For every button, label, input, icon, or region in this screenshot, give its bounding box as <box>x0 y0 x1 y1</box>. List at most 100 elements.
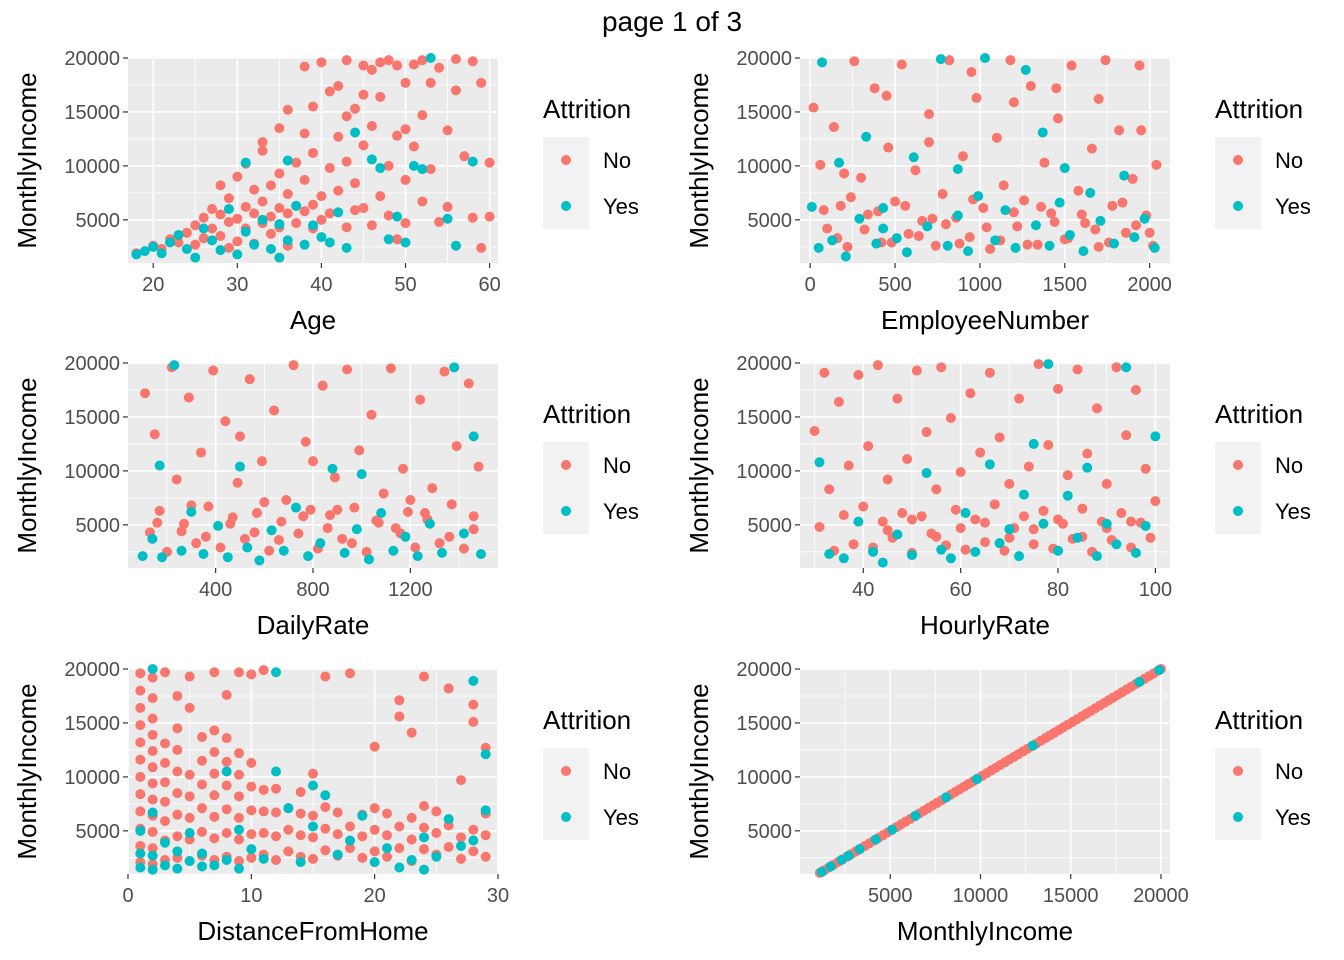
point-no <box>446 499 457 510</box>
point-no <box>417 196 428 207</box>
point-no <box>1038 505 1049 516</box>
point-yes <box>190 252 201 263</box>
point-no <box>1093 241 1104 252</box>
legend-key-yes <box>1233 812 1243 822</box>
point-no <box>450 85 461 96</box>
x-tick-label: 10000 <box>953 885 1009 907</box>
point-no <box>369 846 380 857</box>
point-no <box>1151 159 1162 170</box>
point-no <box>147 713 158 724</box>
point-no <box>444 531 455 542</box>
x-tick-label: 60 <box>478 274 500 296</box>
point-no <box>316 214 327 225</box>
point-no <box>971 92 982 103</box>
point-no <box>308 832 318 843</box>
point-yes <box>333 207 344 218</box>
point-no <box>1004 532 1015 543</box>
legend-label-yes: Yes <box>603 194 639 219</box>
point-no <box>258 784 269 795</box>
point-no <box>172 809 183 820</box>
point-no <box>890 196 901 207</box>
point-yes <box>1130 547 1141 558</box>
point-yes <box>186 506 197 517</box>
point-no <box>1099 697 1110 708</box>
point-no <box>434 538 445 549</box>
point-no <box>184 769 195 780</box>
point-yes <box>369 857 380 868</box>
point-yes <box>221 766 232 777</box>
point-no <box>257 137 268 148</box>
y-tick-label: 10000 <box>736 461 792 483</box>
point-yes <box>1027 740 1038 751</box>
point-no <box>184 671 195 682</box>
point-no <box>221 804 232 815</box>
point-no <box>463 378 474 389</box>
x-tick-label: 60 <box>950 579 972 601</box>
point-no <box>881 90 892 101</box>
point-no <box>316 191 327 202</box>
point-no <box>257 145 268 156</box>
point-yes <box>176 545 187 556</box>
point-no <box>927 213 938 224</box>
point-yes <box>843 850 854 861</box>
point-no <box>1008 751 1019 762</box>
point-no <box>981 222 992 233</box>
point-yes <box>861 131 872 142</box>
point-no <box>190 239 201 250</box>
point-no <box>234 791 244 802</box>
point-no <box>197 803 207 814</box>
point-yes <box>181 243 192 254</box>
point-yes <box>394 862 405 873</box>
point-no <box>345 843 355 854</box>
point-no <box>283 824 294 835</box>
point-no <box>273 534 284 545</box>
point-yes <box>316 232 327 243</box>
y-tick-label: 15000 <box>64 102 120 124</box>
point-no <box>232 171 243 182</box>
point-no <box>382 830 392 841</box>
point-no <box>215 231 226 242</box>
point-no <box>135 720 146 731</box>
y-tick-label: 10000 <box>736 767 792 789</box>
point-no <box>341 156 352 167</box>
point-no <box>332 504 343 515</box>
point-yes <box>357 810 368 821</box>
point-yes <box>1043 359 1054 370</box>
y-tick-label: 15000 <box>736 713 792 735</box>
point-no <box>960 544 971 555</box>
point-yes <box>232 249 243 260</box>
point-no <box>1114 125 1125 136</box>
point-no <box>1012 221 1023 232</box>
legend-label-yes: Yes <box>1275 194 1311 219</box>
point-no <box>196 447 207 458</box>
point-yes <box>945 553 956 564</box>
point-no <box>394 843 405 854</box>
point-no <box>221 828 232 838</box>
point-no <box>468 524 479 535</box>
point-no <box>198 212 209 223</box>
point-no <box>931 531 942 542</box>
point-no <box>923 137 934 148</box>
point-no <box>366 120 377 131</box>
point-yes <box>197 861 207 872</box>
point-no <box>382 851 392 862</box>
point-yes <box>942 240 953 251</box>
point-yes <box>870 834 881 845</box>
point-no <box>265 180 276 191</box>
legend-label-no: No <box>603 148 631 173</box>
point-no <box>1022 239 1033 250</box>
legend-label-yes: Yes <box>603 499 639 524</box>
point-no <box>329 472 340 483</box>
point-no <box>392 60 403 71</box>
x-tick-label: 20 <box>364 885 386 907</box>
point-no <box>178 518 189 529</box>
point-no <box>1053 383 1064 394</box>
point-yes <box>827 235 838 246</box>
point-yes <box>271 667 281 678</box>
point-no <box>135 737 146 748</box>
x-axis-label: EmployeeNumber <box>881 305 1089 335</box>
y-tick-label: 5000 <box>748 821 793 843</box>
point-no <box>916 511 927 522</box>
point-no <box>291 157 302 168</box>
point-no <box>383 55 394 66</box>
